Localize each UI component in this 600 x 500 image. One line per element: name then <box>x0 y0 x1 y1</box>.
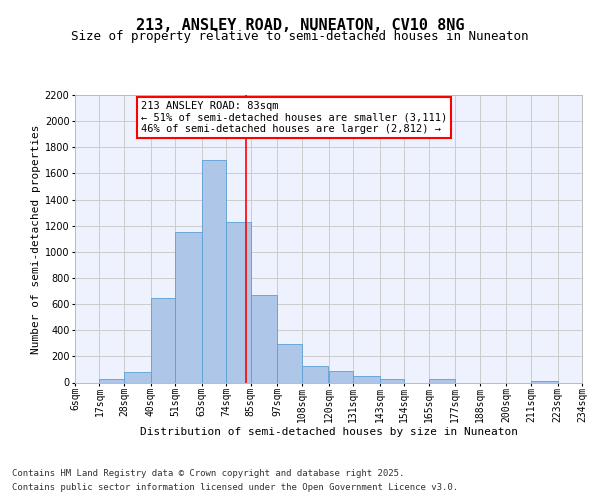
Bar <box>428 379 455 382</box>
X-axis label: Distribution of semi-detached houses by size in Nuneaton: Distribution of semi-detached houses by … <box>139 428 517 438</box>
Bar <box>151 298 175 382</box>
Bar <box>531 381 557 382</box>
Bar <box>202 160 226 382</box>
Text: Size of property relative to semi-detached houses in Nuneaton: Size of property relative to semi-detach… <box>71 30 529 43</box>
Y-axis label: Number of semi-detached properties: Number of semi-detached properties <box>31 124 41 354</box>
Bar <box>251 295 277 382</box>
Bar <box>175 232 202 382</box>
Text: 213 ANSLEY ROAD: 83sqm
← 51% of semi-detached houses are smaller (3,111)
46% of : 213 ANSLEY ROAD: 83sqm ← 51% of semi-det… <box>141 101 447 134</box>
Bar <box>380 378 404 382</box>
Bar <box>124 372 151 382</box>
Bar <box>329 370 353 382</box>
Bar <box>353 376 380 382</box>
Text: Contains public sector information licensed under the Open Government Licence v3: Contains public sector information licen… <box>12 483 458 492</box>
Bar <box>100 379 124 382</box>
Text: Contains HM Land Registry data © Crown copyright and database right 2025.: Contains HM Land Registry data © Crown c… <box>12 469 404 478</box>
Bar <box>302 366 329 382</box>
Text: 213, ANSLEY ROAD, NUNEATON, CV10 8NG: 213, ANSLEY ROAD, NUNEATON, CV10 8NG <box>136 18 464 32</box>
Bar <box>226 222 251 382</box>
Bar <box>277 344 302 383</box>
